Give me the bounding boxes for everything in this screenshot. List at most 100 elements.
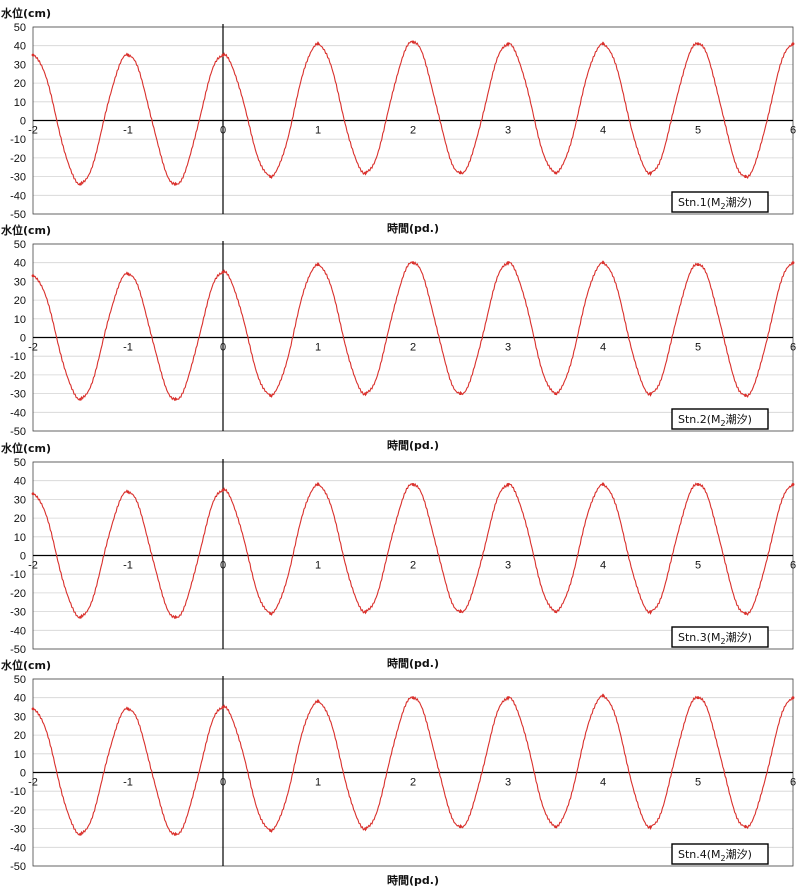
data-point xyxy=(222,489,225,492)
data-point xyxy=(602,694,605,697)
station-label: Stn.1(M2潮汐) xyxy=(678,195,752,211)
y-tick-label: 20 xyxy=(14,513,26,525)
x-tick-label: 3 xyxy=(505,125,511,137)
data-point xyxy=(697,483,700,486)
y-tick-label: 0 xyxy=(20,551,26,563)
y-tick-label: -10 xyxy=(10,786,26,798)
y-tick-label: -30 xyxy=(10,607,26,619)
data-point xyxy=(174,616,177,619)
data-point xyxy=(174,183,177,186)
x-tick-label: 4 xyxy=(600,777,606,789)
data-point xyxy=(744,825,747,828)
data-point xyxy=(317,42,320,45)
y-tick-label: -30 xyxy=(10,824,26,836)
data-point xyxy=(697,263,700,266)
y-tick-label: -50 xyxy=(10,426,26,438)
y-tick-label: -20 xyxy=(10,805,26,817)
data-point xyxy=(459,392,462,395)
y-tick-label: 0 xyxy=(20,116,26,128)
data-point xyxy=(792,483,795,486)
data-point xyxy=(459,610,462,613)
y-tick-label: -50 xyxy=(10,209,26,221)
x-tick-label: 4 xyxy=(600,560,606,572)
y-axis-label: 水位(cm) xyxy=(1,223,51,237)
data-point xyxy=(602,483,605,486)
y-tick-label: -50 xyxy=(10,861,26,873)
x-tick-label: 1 xyxy=(315,777,321,789)
data-point xyxy=(269,612,272,615)
y-tick-label: 50 xyxy=(14,22,26,34)
x-tick-label: 2 xyxy=(410,342,416,354)
x-tick-label: 6 xyxy=(790,560,796,572)
y-tick-label: -30 xyxy=(10,389,26,401)
y-tick-label: 0 xyxy=(20,333,26,345)
y-tick-label: -50 xyxy=(10,644,26,656)
data-point xyxy=(697,42,700,45)
y-tick-label: -10 xyxy=(10,134,26,146)
y-tick-label: -40 xyxy=(10,625,26,637)
x-tick-label: 4 xyxy=(600,125,606,137)
data-point xyxy=(649,610,652,613)
data-point xyxy=(554,392,557,395)
data-point xyxy=(507,42,510,45)
y-tick-label: 10 xyxy=(14,749,26,761)
y-axis-label: 水位(cm) xyxy=(1,658,51,672)
data-point xyxy=(317,263,320,266)
y-tick-label: 40 xyxy=(14,476,26,488)
x-tick-label: -1 xyxy=(123,560,133,572)
x-tick-label: 2 xyxy=(410,560,416,572)
y-tick-label: 0 xyxy=(20,768,26,780)
y-tick-label: -10 xyxy=(10,351,26,363)
x-tick-label: -2 xyxy=(28,777,38,789)
data-point xyxy=(744,175,747,178)
data-point xyxy=(174,398,177,401)
data-point xyxy=(649,171,652,174)
y-tick-label: -40 xyxy=(10,842,26,854)
data-point xyxy=(32,708,35,711)
y-tick-label: -40 xyxy=(10,190,26,202)
y-tick-label: 10 xyxy=(14,97,26,109)
data-point xyxy=(127,273,130,276)
x-tick-label: 2 xyxy=(410,125,416,137)
data-point xyxy=(32,492,35,495)
y-axis-label: 水位(cm) xyxy=(1,6,51,20)
y-tick-label: 20 xyxy=(14,295,26,307)
data-point xyxy=(269,394,272,397)
data-point xyxy=(649,825,652,828)
x-axis-label: 時間(pd.) xyxy=(387,873,439,886)
x-tick-label: 4 xyxy=(600,342,606,354)
data-point xyxy=(507,483,510,486)
data-point xyxy=(364,610,367,613)
y-tick-label: 20 xyxy=(14,730,26,742)
x-tick-label: 0 xyxy=(220,342,226,354)
x-tick-label: 3 xyxy=(505,342,511,354)
y-tick-label: 50 xyxy=(14,239,26,251)
y-tick-label: 50 xyxy=(14,457,26,469)
x-tick-label: 1 xyxy=(315,125,321,137)
x-tick-label: 0 xyxy=(220,560,226,572)
data-point xyxy=(317,483,320,486)
y-tick-label: 50 xyxy=(14,674,26,686)
data-point xyxy=(364,827,367,830)
x-tick-label: 5 xyxy=(695,125,701,137)
data-point xyxy=(317,700,320,703)
data-point xyxy=(222,54,225,57)
data-point xyxy=(269,829,272,832)
data-point xyxy=(79,833,82,836)
y-tick-label: 40 xyxy=(14,693,26,705)
x-axis-label: 時間(pd.) xyxy=(387,656,439,670)
x-tick-label: 5 xyxy=(695,777,701,789)
y-tick-label: -10 xyxy=(10,569,26,581)
x-tick-label: 5 xyxy=(695,560,701,572)
series-line xyxy=(33,694,793,835)
y-tick-label: 10 xyxy=(14,314,26,326)
x-tick-label: 3 xyxy=(505,560,511,572)
y-axis-label: 水位(cm) xyxy=(1,441,51,455)
data-point xyxy=(459,171,462,174)
series-line xyxy=(33,483,793,618)
data-point xyxy=(79,398,82,401)
data-point xyxy=(554,171,557,174)
